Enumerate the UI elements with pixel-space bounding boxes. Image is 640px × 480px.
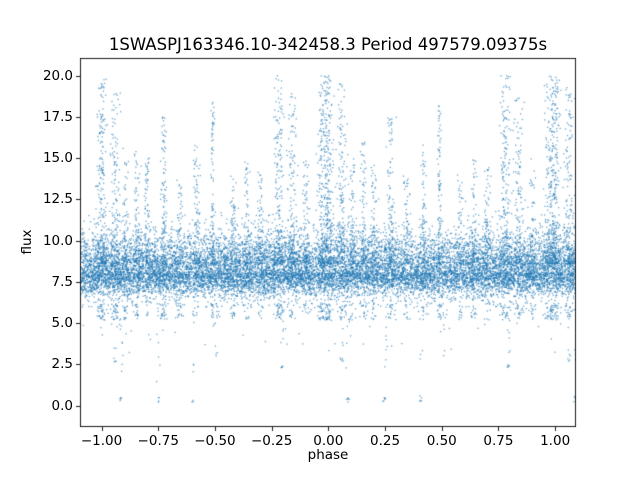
x-axis-label: phase [307, 447, 349, 463]
y-tick-label: 15.0 [42, 150, 73, 167]
y-tick-label: 12.5 [42, 191, 73, 208]
x-tick-label: 0.50 [426, 433, 457, 449]
y-tick-label: 20.0 [42, 67, 73, 84]
chart-title: 1SWASPJ163346.10-342458.3 Period 497579.… [108, 35, 548, 54]
x-tick-label: −1.00 [80, 433, 123, 449]
x-tick-label: 0.00 [313, 433, 344, 449]
y-tick-label: 2.5 [51, 356, 73, 373]
y-tick-label: 5.0 [51, 315, 73, 332]
y-axis-label: flux [19, 229, 35, 255]
x-tick-label: 1.00 [540, 433, 571, 449]
x-tick-label: −0.25 [250, 433, 293, 449]
x-tick-label: −0.75 [137, 433, 179, 449]
x-tick-label: 0.25 [370, 433, 401, 449]
y-tick-label: 10.0 [42, 232, 73, 249]
x-tick-label: −0.50 [194, 433, 236, 449]
y-tick-label: 17.5 [42, 108, 73, 125]
x-tick-label: 0.75 [483, 433, 514, 449]
y-tick-label: 0.0 [51, 397, 73, 414]
y-tick-label: 7.5 [51, 273, 73, 290]
